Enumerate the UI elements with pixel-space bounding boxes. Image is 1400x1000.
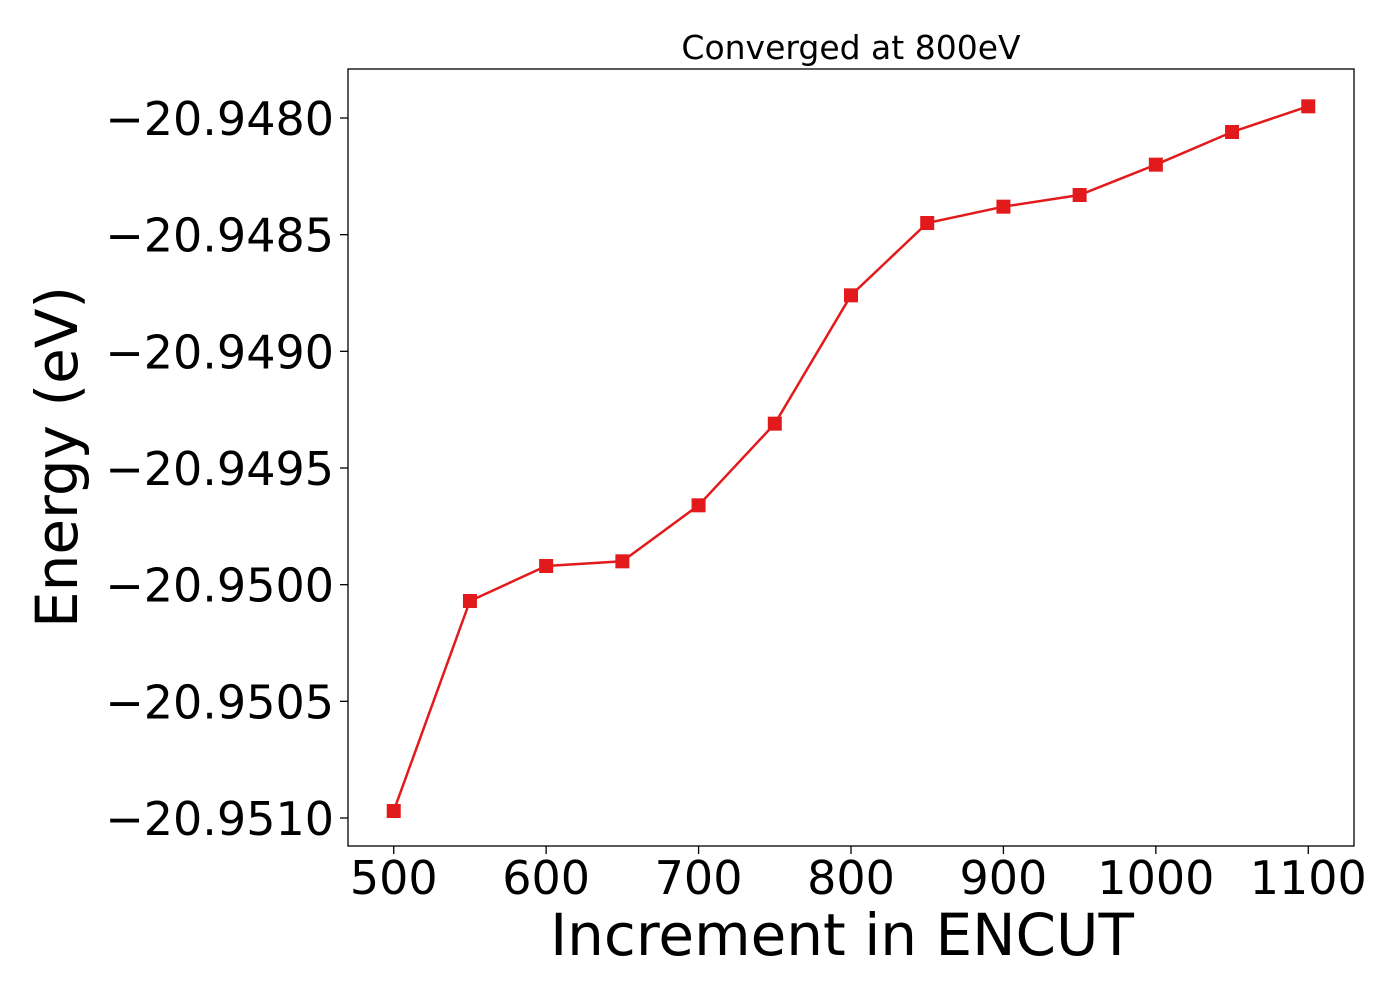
x-tick-label: 1000 (1097, 851, 1214, 905)
y-tick-label: −20.9510 (105, 792, 334, 846)
x-tick-label: 900 (960, 851, 1048, 905)
y-tick-label: −20.9480 (105, 92, 334, 146)
energy-series-markers (386, 99, 1316, 818)
data-point (1072, 188, 1087, 202)
y-tick-label: −20.9505 (105, 675, 334, 729)
y-axis-ticks: −20.9510 −20.9505 −20.9500 −20.9495 −20.9490… (105, 92, 348, 846)
data-point (1225, 125, 1240, 139)
data-point (996, 199, 1011, 214)
data-point (386, 804, 401, 818)
data-point (462, 594, 477, 608)
x-tick-label: 600 (502, 851, 590, 905)
energy-series-line (392, 105, 1309, 812)
y-axis-label: Energy (eV) (23, 286, 91, 628)
data-point (1148, 157, 1163, 172)
y-tick-label: −20.9490 (105, 325, 334, 379)
data-point (920, 216, 935, 230)
data-point (844, 288, 858, 303)
y-tick-label: −20.9500 (105, 559, 334, 613)
x-tick-label: 700 (655, 851, 743, 905)
data-point (539, 559, 554, 573)
y-tick-label: −20.9485 (105, 209, 334, 263)
plot-frame (347, 68, 1355, 847)
x-tick-label: 500 (350, 851, 438, 905)
x-tick-label: 800 (807, 851, 895, 905)
chart-title: Converged at 800eV (681, 28, 1021, 67)
data-point (615, 554, 630, 569)
x-axis-ticks: 500 600 700 800 900 1000 1100 (350, 846, 1367, 905)
data-point (691, 498, 706, 513)
data-point (767, 416, 782, 431)
x-tick-label: 1100 (1250, 851, 1367, 905)
y-tick-label: −20.9495 (105, 442, 334, 496)
x-axis-label: Increment in ENCUT (550, 901, 1134, 969)
data-point (1301, 99, 1316, 114)
